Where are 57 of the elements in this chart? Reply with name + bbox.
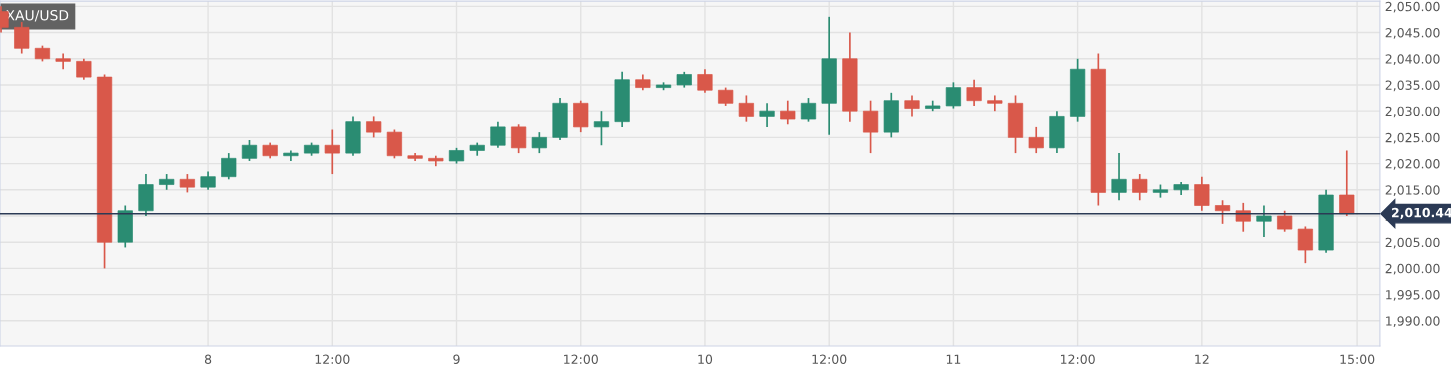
y-tick-label: 2,020.00 bbox=[1385, 159, 1440, 170]
y-tick-label: 2,045.00 bbox=[1385, 28, 1440, 39]
y-tick-label: 2,030.00 bbox=[1385, 106, 1440, 118]
y-tick-label: 2,000.00 bbox=[1385, 263, 1440, 275]
x-tick-label: 12:00 bbox=[564, 354, 598, 364]
candlestick bbox=[179, 173, 195, 194]
y-tick-label: 2,015.00 bbox=[1385, 185, 1440, 196]
candlestick bbox=[531, 131, 547, 154]
candlestick bbox=[759, 102, 775, 128]
candlestick bbox=[1235, 202, 1251, 233]
candlestick bbox=[1111, 152, 1127, 202]
x-tick-label: 12:00 bbox=[812, 354, 847, 364]
y-tick-label: 2,035.00 bbox=[1385, 80, 1440, 92]
x-tick-label: 9 bbox=[453, 354, 460, 364]
candlestick bbox=[1256, 204, 1272, 238]
candlestick bbox=[386, 128, 402, 160]
candlestick bbox=[200, 170, 216, 191]
x-tick-label: 11 bbox=[946, 354, 961, 364]
candlestick bbox=[800, 97, 817, 123]
x-tick-label: 12:00 bbox=[315, 354, 350, 364]
candlestick bbox=[490, 120, 506, 149]
x-tick-label: 8 bbox=[204, 354, 212, 364]
x-tick-label: 15:00 bbox=[1340, 354, 1375, 364]
candlestick bbox=[738, 94, 754, 123]
candlestick bbox=[573, 99, 589, 133]
candlestick bbox=[1297, 225, 1313, 264]
candlestick bbox=[1214, 199, 1231, 225]
x-tick-label: 12:00 bbox=[1060, 354, 1095, 364]
x-tick-label: 12 bbox=[1195, 354, 1209, 364]
x-tick-label: 10 bbox=[698, 354, 713, 364]
candlestick bbox=[221, 152, 237, 181]
candlestick bbox=[1339, 149, 1355, 217]
y-tick-label: 2,005.00 bbox=[1385, 237, 1440, 249]
candlestick bbox=[987, 94, 1003, 113]
candlestick bbox=[76, 57, 92, 81]
candlestick bbox=[366, 115, 382, 139]
candlestick bbox=[511, 123, 527, 154]
candlestick bbox=[945, 81, 961, 110]
candlestick bbox=[966, 78, 982, 107]
y-tick-label: 2,040.00 bbox=[1385, 54, 1440, 65]
candlestick bbox=[904, 94, 920, 118]
candlestick bbox=[1194, 175, 1210, 212]
candlestick bbox=[324, 128, 340, 175]
candlestick bbox=[862, 99, 879, 154]
candlestick bbox=[718, 86, 734, 107]
y-tick-label: 1,990.00 bbox=[1386, 316, 1440, 328]
y-tick-label: 1,995.00 bbox=[1386, 290, 1440, 301]
candlestick bbox=[14, 21, 30, 55]
candlestick bbox=[1028, 126, 1044, 154]
candlestick bbox=[241, 139, 258, 162]
candlestick bbox=[1277, 209, 1293, 233]
candlestick bbox=[780, 99, 796, 126]
y-tick-label: 2,050.00 bbox=[1385, 1, 1440, 13]
candlestick bbox=[593, 110, 610, 147]
candlestick bbox=[697, 68, 713, 94]
y-tick-label: 2,025.00 bbox=[1385, 132, 1440, 144]
candlestick bbox=[1132, 173, 1148, 202]
